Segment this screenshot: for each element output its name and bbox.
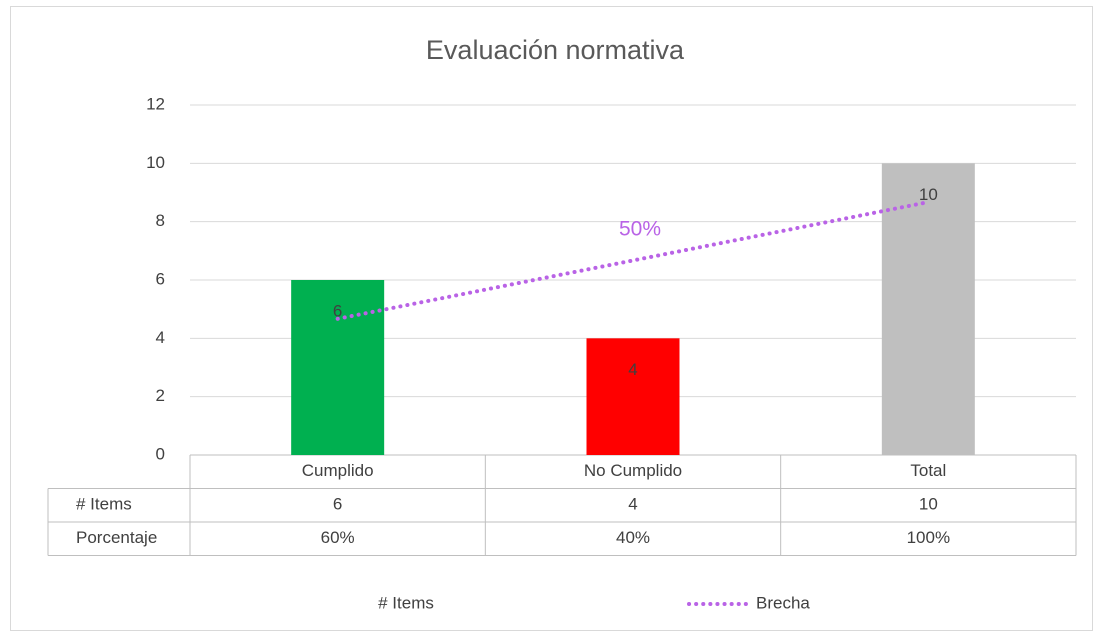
legend-label: Brecha [756,593,810,612]
data-label: 6 [333,301,342,320]
y-tick-label: 12 [146,94,165,113]
x-tick-label: Cumplido [302,461,374,480]
table-cell: 10 [919,495,938,514]
y-tick-label: 8 [156,211,165,230]
trendline-label: 50% [619,218,661,241]
table-cell: 6 [333,495,342,514]
bar [881,163,975,456]
table-row-label: # Items [76,495,132,514]
y-tick-label: 4 [156,328,165,347]
bar [291,280,385,455]
y-tick-label: 10 [146,153,165,172]
table-cell: 100% [907,528,950,547]
chart-title: Evaluación normativa [426,35,685,65]
bar [586,338,680,455]
table-row-label: Porcentaje [76,528,157,547]
table-cell: 40% [616,528,650,547]
data-label: 4 [628,360,637,379]
trendline [335,200,931,321]
y-tick-label: 6 [156,269,165,288]
y-tick-label: 0 [156,444,165,463]
table-cell: 60% [321,528,355,547]
legend-label: # Items [378,593,434,612]
data-label: 10 [919,185,938,204]
y-tick-label: 2 [156,386,165,405]
x-tick-label: No Cumplido [584,461,682,480]
x-tick-label: Total [910,461,946,480]
table-cell: 4 [628,495,637,514]
